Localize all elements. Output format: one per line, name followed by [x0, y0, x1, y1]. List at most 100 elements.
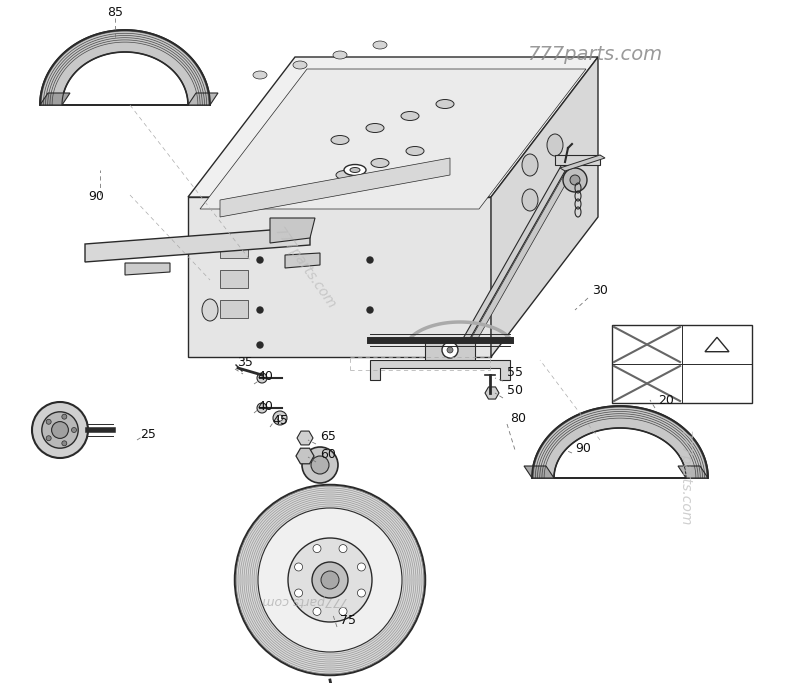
Circle shape — [257, 257, 263, 263]
Circle shape — [62, 441, 67, 446]
Text: 25: 25 — [140, 428, 156, 441]
Bar — [220, 270, 248, 288]
Polygon shape — [466, 163, 576, 352]
Text: 60: 60 — [320, 449, 336, 462]
Circle shape — [442, 342, 458, 358]
Circle shape — [312, 562, 348, 598]
Text: 50: 50 — [507, 385, 523, 398]
Ellipse shape — [331, 135, 349, 145]
Circle shape — [257, 307, 263, 313]
Text: 40: 40 — [257, 370, 273, 383]
Polygon shape — [285, 253, 320, 268]
Circle shape — [273, 411, 287, 425]
Polygon shape — [296, 448, 314, 464]
Polygon shape — [188, 197, 491, 357]
Ellipse shape — [436, 100, 454, 109]
Ellipse shape — [344, 165, 366, 176]
Circle shape — [358, 563, 366, 571]
Text: 45: 45 — [272, 413, 288, 426]
Polygon shape — [220, 158, 450, 217]
Circle shape — [294, 563, 302, 571]
Circle shape — [235, 485, 425, 675]
Text: 65: 65 — [320, 430, 336, 443]
Polygon shape — [524, 466, 554, 478]
Ellipse shape — [406, 146, 424, 156]
Text: 90: 90 — [575, 441, 591, 454]
Circle shape — [294, 589, 302, 597]
Ellipse shape — [350, 167, 360, 173]
Circle shape — [339, 607, 347, 615]
Bar — [612, 325, 752, 403]
Circle shape — [257, 342, 263, 348]
Circle shape — [313, 607, 321, 615]
Circle shape — [51, 421, 69, 438]
Polygon shape — [40, 93, 70, 105]
Ellipse shape — [336, 171, 354, 180]
Polygon shape — [188, 93, 218, 105]
Ellipse shape — [293, 61, 307, 69]
Circle shape — [563, 168, 587, 192]
Bar — [220, 240, 248, 258]
Ellipse shape — [371, 158, 389, 167]
Circle shape — [288, 538, 372, 622]
Polygon shape — [188, 57, 598, 197]
Polygon shape — [40, 30, 210, 105]
Circle shape — [570, 175, 580, 185]
Text: 777parts.com: 777parts.com — [272, 225, 338, 311]
Ellipse shape — [373, 41, 387, 49]
Polygon shape — [560, 155, 605, 171]
Text: 20: 20 — [658, 393, 674, 406]
Text: 40: 40 — [257, 400, 273, 413]
Circle shape — [71, 428, 77, 432]
Text: 777parts.com: 777parts.com — [527, 46, 662, 64]
Polygon shape — [458, 163, 568, 352]
Polygon shape — [270, 218, 315, 243]
Circle shape — [258, 508, 402, 652]
Ellipse shape — [401, 111, 419, 120]
Circle shape — [367, 257, 373, 263]
Bar — [220, 300, 248, 318]
Polygon shape — [485, 387, 499, 399]
Text: 75: 75 — [340, 613, 356, 626]
Circle shape — [313, 544, 321, 553]
Circle shape — [62, 414, 67, 419]
Ellipse shape — [333, 51, 347, 59]
Circle shape — [311, 456, 329, 474]
Polygon shape — [678, 466, 708, 478]
Circle shape — [257, 403, 267, 413]
Text: 85: 85 — [107, 5, 123, 18]
Polygon shape — [297, 431, 313, 445]
Circle shape — [321, 571, 339, 589]
Ellipse shape — [522, 154, 538, 176]
Circle shape — [277, 415, 283, 421]
Polygon shape — [425, 340, 475, 365]
Text: 35: 35 — [237, 355, 253, 369]
Ellipse shape — [202, 299, 218, 321]
Circle shape — [42, 412, 78, 448]
Polygon shape — [85, 227, 310, 262]
Polygon shape — [532, 406, 708, 478]
Ellipse shape — [547, 134, 563, 156]
Polygon shape — [555, 155, 600, 165]
Circle shape — [32, 402, 88, 458]
Polygon shape — [200, 69, 586, 209]
Ellipse shape — [253, 71, 267, 79]
Circle shape — [358, 589, 366, 597]
Circle shape — [339, 544, 347, 553]
Text: 55: 55 — [507, 367, 523, 380]
Circle shape — [302, 447, 338, 483]
Text: 90: 90 — [88, 191, 104, 204]
Circle shape — [447, 347, 453, 353]
Text: 777parts.com: 777parts.com — [260, 594, 346, 607]
Polygon shape — [491, 57, 598, 357]
Circle shape — [257, 373, 267, 383]
Text: 30: 30 — [592, 283, 608, 296]
Ellipse shape — [366, 124, 384, 133]
Text: 80: 80 — [510, 411, 526, 425]
Circle shape — [46, 419, 51, 424]
Polygon shape — [125, 263, 170, 275]
Circle shape — [46, 436, 51, 441]
Ellipse shape — [522, 189, 538, 211]
Polygon shape — [370, 360, 510, 380]
Text: 777parts.com: 777parts.com — [678, 430, 692, 526]
